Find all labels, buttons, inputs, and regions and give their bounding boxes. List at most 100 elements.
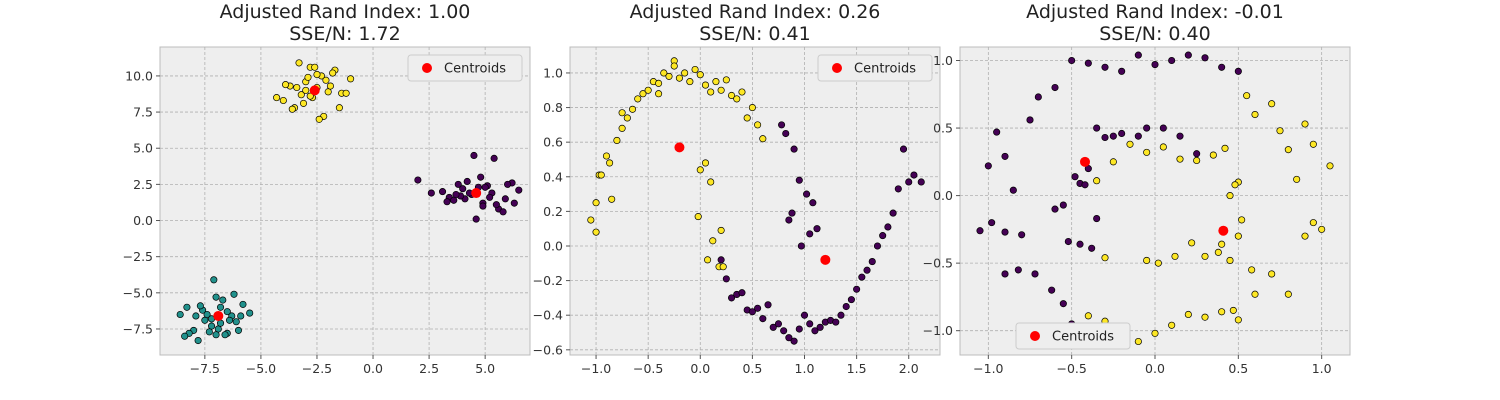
data-point bbox=[1168, 56, 1176, 65]
data-point bbox=[477, 173, 485, 181]
data-point bbox=[1226, 256, 1234, 264]
data-point bbox=[707, 88, 715, 96]
y-tick-label: 0.8 bbox=[543, 100, 563, 115]
data-point bbox=[311, 63, 319, 71]
data-point bbox=[754, 121, 762, 129]
data-point bbox=[1051, 205, 1059, 213]
data-point bbox=[1201, 54, 1209, 62]
data-point bbox=[279, 96, 287, 105]
data-point bbox=[691, 65, 699, 74]
data-point bbox=[832, 318, 840, 326]
data-point bbox=[769, 323, 777, 331]
x-tick-label: 1.0 bbox=[1312, 361, 1332, 376]
data-point bbox=[790, 337, 798, 345]
data-point bbox=[1088, 244, 1096, 252]
data-point bbox=[1154, 259, 1162, 267]
data-point bbox=[1151, 61, 1159, 69]
data-point bbox=[1284, 290, 1292, 298]
data-point bbox=[1109, 132, 1117, 140]
centroid-marker bbox=[1218, 225, 1229, 236]
y-tick-label: 0.4 bbox=[543, 169, 563, 184]
data-point bbox=[1134, 337, 1142, 346]
y-tick-label: 0.6 bbox=[543, 135, 563, 150]
legend-marker bbox=[1030, 331, 1040, 341]
data-point bbox=[686, 78, 694, 86]
y-tick-label: −0.5 bbox=[923, 256, 953, 271]
data-point bbox=[704, 256, 712, 264]
data-point bbox=[743, 114, 751, 122]
data-point bbox=[719, 263, 727, 271]
plot-area bbox=[159, 46, 531, 356]
data-point bbox=[722, 275, 730, 283]
data-point bbox=[1238, 216, 1246, 224]
data-point bbox=[299, 99, 308, 107]
data-point bbox=[1109, 158, 1117, 166]
x-tick-label: −0.5 bbox=[633, 361, 663, 376]
data-point bbox=[634, 95, 642, 103]
plot-area bbox=[569, 46, 941, 356]
data-point bbox=[917, 178, 925, 186]
data-point bbox=[443, 198, 451, 206]
y-tick-label: −2.5 bbox=[123, 249, 153, 264]
data-point bbox=[1218, 240, 1226, 248]
data-point bbox=[1234, 232, 1242, 240]
y-tick-label: −0.6 bbox=[533, 342, 563, 357]
data-point bbox=[459, 185, 467, 193]
data-point bbox=[1018, 231, 1026, 239]
y-tick-label: 1.0 bbox=[933, 53, 953, 68]
data-point bbox=[326, 82, 334, 90]
data-point bbox=[194, 336, 202, 345]
data-point bbox=[1168, 321, 1176, 329]
data-point bbox=[1159, 124, 1167, 132]
data-point bbox=[237, 312, 245, 320]
data-point bbox=[894, 185, 902, 193]
data-point bbox=[492, 201, 500, 209]
data-point bbox=[1171, 252, 1179, 260]
data-point bbox=[910, 171, 918, 179]
chart-title-line-1: Adjusted Rand Index: -0.01 bbox=[1026, 1, 1284, 23]
data-point bbox=[452, 190, 460, 199]
data-point bbox=[297, 91, 305, 99]
data-point bbox=[490, 154, 498, 162]
y-tick-label: 5.0 bbox=[133, 141, 153, 156]
data-point bbox=[1176, 155, 1184, 163]
subplot-3: −1.0 −0.5 0.0 0.5 1.0 −1.0 −0.5 0.0 0.5 1.0 Adjust… bbox=[923, 1, 1351, 376]
data-point bbox=[212, 331, 220, 339]
data-point bbox=[863, 266, 871, 274]
data-point bbox=[988, 219, 996, 227]
data-point bbox=[623, 114, 631, 122]
data-point bbox=[1051, 83, 1059, 92]
x-tick-label: 0.0 bbox=[363, 361, 383, 376]
data-point bbox=[780, 327, 788, 335]
data-point bbox=[1221, 144, 1229, 152]
data-point bbox=[644, 86, 652, 94]
data-point bbox=[1276, 127, 1284, 135]
x-tick-label: −0.5 bbox=[1056, 361, 1086, 376]
y-tick-label: −5.0 bbox=[123, 285, 153, 300]
x-tick-label: 0.5 bbox=[1228, 361, 1248, 376]
data-point bbox=[335, 104, 343, 112]
x-tick-label: −1.0 bbox=[581, 361, 611, 376]
data-point bbox=[764, 301, 772, 309]
subplot-2: −1.0 −0.5 0.0 0.5 1.0 1.5 2.0 −0.6 −0.4 −0.2 0.0 0.… bbox=[533, 1, 941, 376]
data-point bbox=[1059, 300, 1067, 308]
data-point bbox=[606, 159, 614, 167]
data-point bbox=[438, 188, 447, 196]
data-points bbox=[587, 57, 925, 345]
data-point bbox=[347, 75, 355, 83]
data-point bbox=[868, 258, 876, 266]
data-point bbox=[738, 88, 746, 96]
data-point bbox=[696, 71, 704, 79]
data-point bbox=[1059, 201, 1067, 209]
data-point bbox=[587, 216, 595, 224]
y-tick-label: −0.4 bbox=[533, 308, 563, 323]
data-point bbox=[858, 273, 866, 281]
data-point bbox=[717, 226, 725, 234]
data-point bbox=[717, 256, 725, 264]
data-point bbox=[790, 145, 798, 153]
data-point bbox=[675, 74, 683, 82]
data-point bbox=[785, 334, 793, 342]
legend: Centroids bbox=[407, 54, 523, 82]
data-point bbox=[1031, 270, 1039, 278]
data-point bbox=[295, 59, 303, 67]
